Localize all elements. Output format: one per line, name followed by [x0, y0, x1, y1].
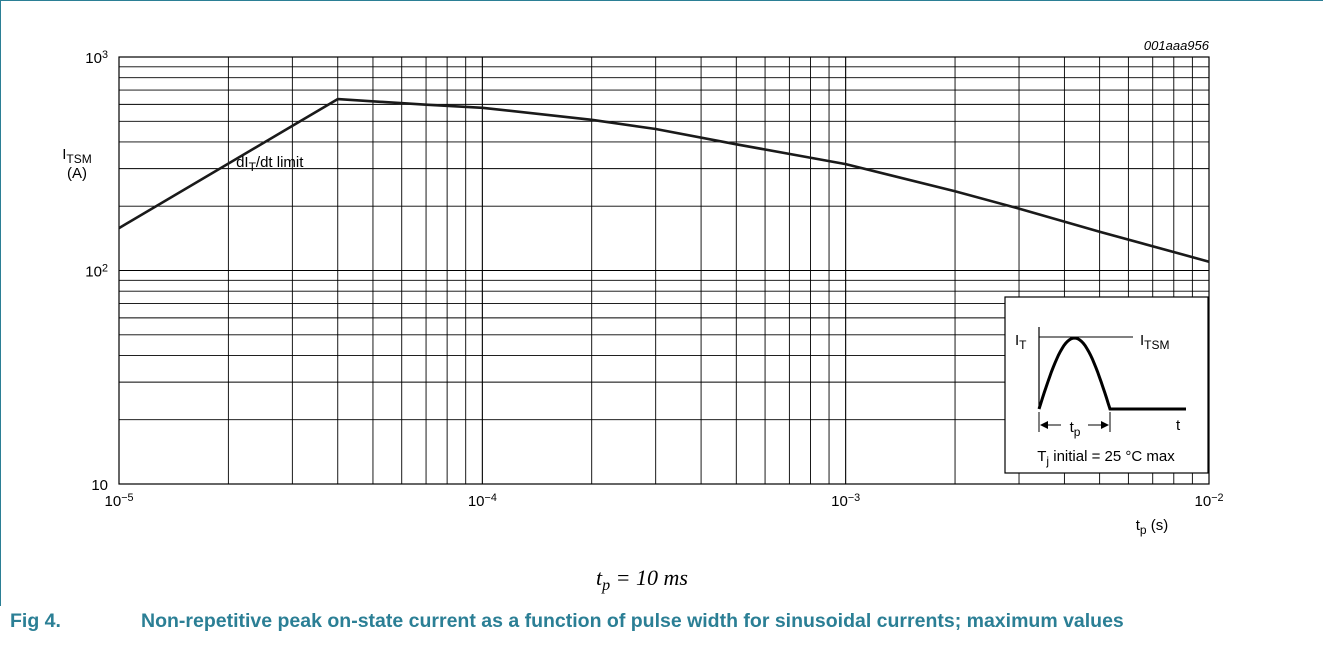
inset-label-itsm: ITSM: [1140, 332, 1170, 352]
figure-caption: Fig 4. Non-repetitive peak on-state curre…: [10, 610, 1124, 633]
condition-text: tp = 10 ms: [596, 565, 688, 594]
inset-arrowhead-right: [1101, 421, 1109, 429]
inset-pulse: [1037, 336, 1186, 411]
figure-number: Fig 4.: [10, 610, 61, 632]
y-tick-label: 102: [85, 263, 108, 281]
series-line: [118, 97, 1210, 263]
figure-frame: [0, 0, 1323, 606]
figure-caption-text: Non-repetitive peak on-state current as …: [141, 610, 1124, 632]
y-tick-label: 103: [85, 49, 108, 67]
x-tick-label: 10−4: [468, 492, 497, 510]
curve-annotation: dIT/dt limit: [236, 154, 304, 174]
inset: IT ITSM tp tTj initial = 25 °C max: [1004, 296, 1209, 474]
y-axis-unit: (A): [67, 165, 87, 182]
inset-label-tp: tp: [1070, 419, 1081, 439]
plot-border: [118, 56, 1210, 485]
inset-condition: Tj initial = 25 °C max: [1037, 448, 1175, 468]
x-axis-label: tp (s): [1136, 517, 1169, 537]
x-tick-label: 10−3: [831, 492, 860, 510]
x-tick-label: 10−2: [1195, 492, 1224, 510]
inset-label-t: t: [1176, 417, 1181, 434]
y-axis-label: ITSM: [62, 146, 92, 166]
inset-label-it: IT: [1015, 332, 1027, 352]
figure-id: 001aaa956: [1144, 38, 1210, 53]
y-tick-label: 10: [91, 477, 108, 494]
x-tick-label: 10−5: [105, 492, 134, 510]
inset-box: [1004, 296, 1209, 474]
series-layer: [118, 97, 1210, 263]
inset-arrowhead-left: [1040, 421, 1048, 429]
